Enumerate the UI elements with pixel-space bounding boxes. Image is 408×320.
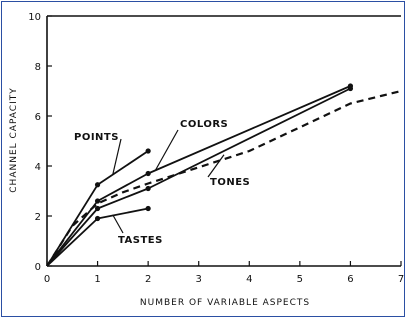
x-tick-label: 1 bbox=[94, 274, 100, 285]
tones-series-line bbox=[46, 87, 351, 267]
y-tick-label: 4 bbox=[35, 162, 41, 173]
tick-labels: 0 1 2 3 4 5 6 7 0 2 4 6 8 10 bbox=[28, 12, 404, 285]
points-data-point bbox=[94, 182, 101, 188]
x-tick-label: 7 bbox=[398, 274, 404, 285]
colors-data-point bbox=[94, 198, 101, 204]
x-tick-label: 6 bbox=[347, 274, 353, 285]
colors-leader-line bbox=[155, 129, 179, 171]
figure-frame bbox=[1, 1, 405, 317]
y-tick-label: 0 bbox=[35, 262, 41, 273]
series-annotations: POINTS COLORS TONES TASTES bbox=[74, 119, 250, 246]
colors-series-label: COLORS bbox=[180, 119, 228, 130]
tastes-series-label: TASTES bbox=[118, 235, 163, 246]
y-tick-label: 2 bbox=[35, 212, 41, 223]
x-tick-label: 0 bbox=[44, 274, 50, 285]
x-tick-label: 3 bbox=[196, 274, 202, 285]
axes bbox=[46, 15, 402, 267]
tones-data-point bbox=[347, 85, 354, 92]
tastes-leader-line bbox=[112, 214, 124, 234]
y-tick-label: 10 bbox=[28, 12, 41, 23]
average-series-line bbox=[46, 89, 402, 267]
data-points bbox=[94, 83, 354, 222]
tastes-data-point bbox=[145, 205, 151, 212]
x-tick-label: 2 bbox=[145, 274, 151, 285]
colors-data-point bbox=[145, 170, 151, 177]
tastes-data-point bbox=[94, 215, 101, 222]
series-lines bbox=[46, 85, 402, 267]
tones-series-label: TONES bbox=[210, 177, 250, 188]
y-tick-label: 6 bbox=[35, 112, 41, 123]
x-tick-label: 4 bbox=[246, 274, 252, 285]
x-tick-label: 5 bbox=[297, 274, 303, 285]
y-tick-label: 8 bbox=[35, 62, 41, 73]
points-leader-line bbox=[112, 138, 122, 175]
points-data-point bbox=[145, 148, 151, 154]
y-axis-label: CHANNEL CAPACITY bbox=[9, 87, 19, 192]
tones-data-point bbox=[145, 185, 151, 192]
points-series-label: POINTS bbox=[74, 132, 119, 143]
colors-series-line bbox=[46, 85, 351, 267]
x-axis-label: NUMBER OF VARIABLE ASPECTS bbox=[140, 298, 310, 308]
tones-data-point bbox=[94, 205, 101, 212]
tones-leader-line bbox=[207, 154, 225, 178]
